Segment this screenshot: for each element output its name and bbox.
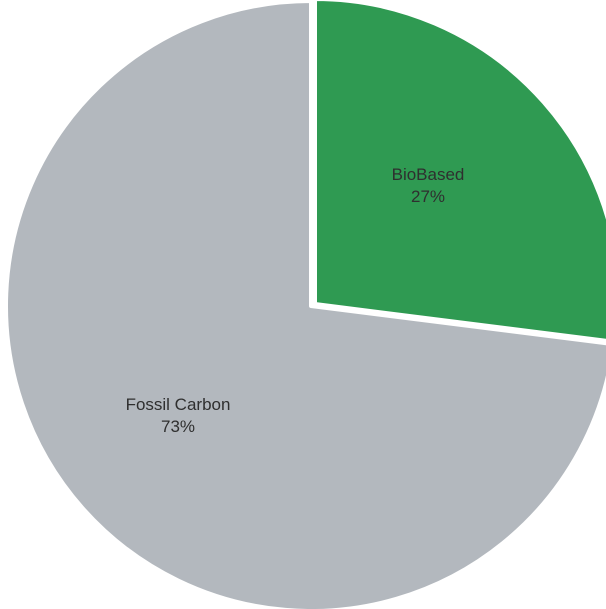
pie-labels: BioBased 27% Fossil Carbon 73%	[126, 165, 465, 436]
slice-label-fossil-carbon: Fossil Carbon	[126, 395, 231, 414]
pie-slice-biobased	[313, 0, 606, 343]
pie-slices	[4, 0, 606, 609]
slice-label-biobased: BioBased	[392, 165, 465, 184]
pie-slice-fossil-carbon	[4, 0, 606, 609]
slice-value-biobased: 27%	[411, 187, 445, 206]
slice-value-fossil-carbon: 73%	[161, 417, 195, 436]
